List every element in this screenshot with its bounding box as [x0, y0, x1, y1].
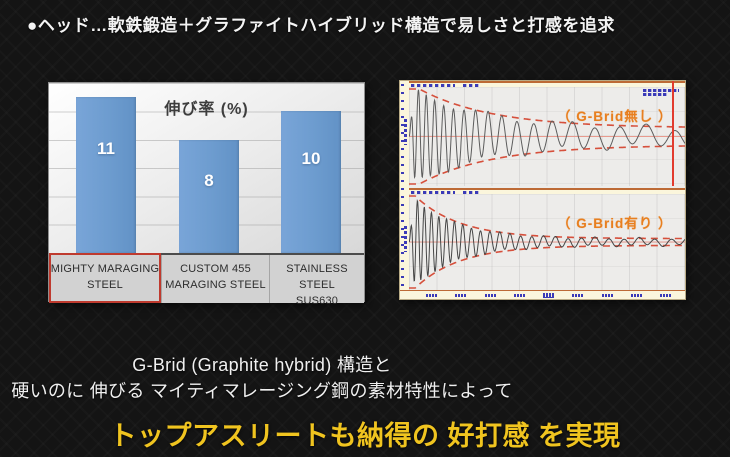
category-label: MIGHTY MARAGING STEEL — [50, 263, 160, 291]
plot-area: （ G-Brid有り ） — [409, 194, 685, 290]
caption-block: G-Brid (Graphite hybrid) 構造と 硬いのに 伸びる マイ… — [0, 352, 524, 404]
plot-header-micro-label — [411, 191, 455, 194]
waveform-plot-with-gbrid: （ G-Brid有り ） — [409, 188, 685, 290]
x-axis-tick — [660, 293, 671, 297]
bar-chart-title: 伸び率 (%) — [164, 101, 249, 118]
plot-header — [409, 188, 685, 194]
caption-line1: G-Brid (Graphite hybrid) 構造と — [132, 355, 392, 375]
bar-value-label: 11 — [97, 139, 115, 159]
caption-highlight: トップアスリートも納得の 好打感 を実現 — [109, 421, 621, 451]
vibration-waveform-panel: （ G-Brid無し ） （ G-Brid有り ） — [399, 80, 686, 300]
y-axis-ticks — [401, 84, 404, 287]
x-axis-tick — [513, 293, 525, 297]
x-axis-tick — [455, 293, 467, 297]
bar-category-labels: MIGHTY MARAGING STEEL CUSTOM 455 MARAGIN… — [49, 255, 364, 307]
elongation-bar-chart: 11 8 10 伸び率 (%) MIGHTY MARAGING STEEL CU… — [48, 82, 365, 307]
x-axis-tick — [601, 293, 613, 297]
waveform-chart — [409, 88, 685, 185]
x-axis-tick — [572, 293, 584, 297]
plot-header — [409, 81, 685, 87]
plot-header-micro-label — [463, 84, 479, 87]
bar-sus630: 10 — [281, 111, 341, 253]
headline: ●ヘッド…軟鉄鍛造＋グラファイトハイブリッド構造で易しさと打感を追求 — [27, 16, 615, 35]
y-axis-micro-label — [404, 226, 407, 252]
waveform-chart — [409, 195, 685, 289]
plot-header-micro-label — [411, 84, 455, 87]
category-label: STAINLESS STEEL SUS630 — [269, 255, 364, 307]
corner-micro-label — [643, 89, 679, 97]
plot-area: （ G-Brid無し ） — [409, 81, 685, 186]
caption-line2: 硬いのに 伸びる マイティマレージング鋼の素材特性によって — [11, 381, 513, 401]
bar-value-label: 10 — [301, 149, 321, 169]
x-axis-strip — [400, 290, 685, 299]
wave-label-with-gbrid: （ G-Brid有り ） — [557, 216, 673, 231]
y-axis-micro-label — [404, 119, 407, 145]
cursor-line — [672, 81, 674, 186]
waveform-plot-without-gbrid: （ G-Brid無し ） — [409, 81, 685, 188]
x-axis-tick — [543, 292, 554, 298]
plot-header-micro-label — [463, 191, 479, 194]
bar-mighty-maraging: 11 — [76, 97, 136, 253]
y-axis-strip — [400, 81, 409, 290]
bar-plot-area: 11 8 10 伸び率 (%) — [49, 83, 364, 255]
category-label: CUSTOM 455 MARAGING STEEL — [161, 255, 269, 303]
x-axis-tick — [484, 293, 496, 297]
x-axis-tick — [630, 293, 642, 297]
x-axis-tick — [426, 293, 437, 297]
bar-custom455: 8 — [179, 139, 239, 253]
wave-label-without-gbrid: （ G-Brid無し ） — [557, 109, 673, 124]
bar-value-label: 8 — [204, 170, 214, 190]
